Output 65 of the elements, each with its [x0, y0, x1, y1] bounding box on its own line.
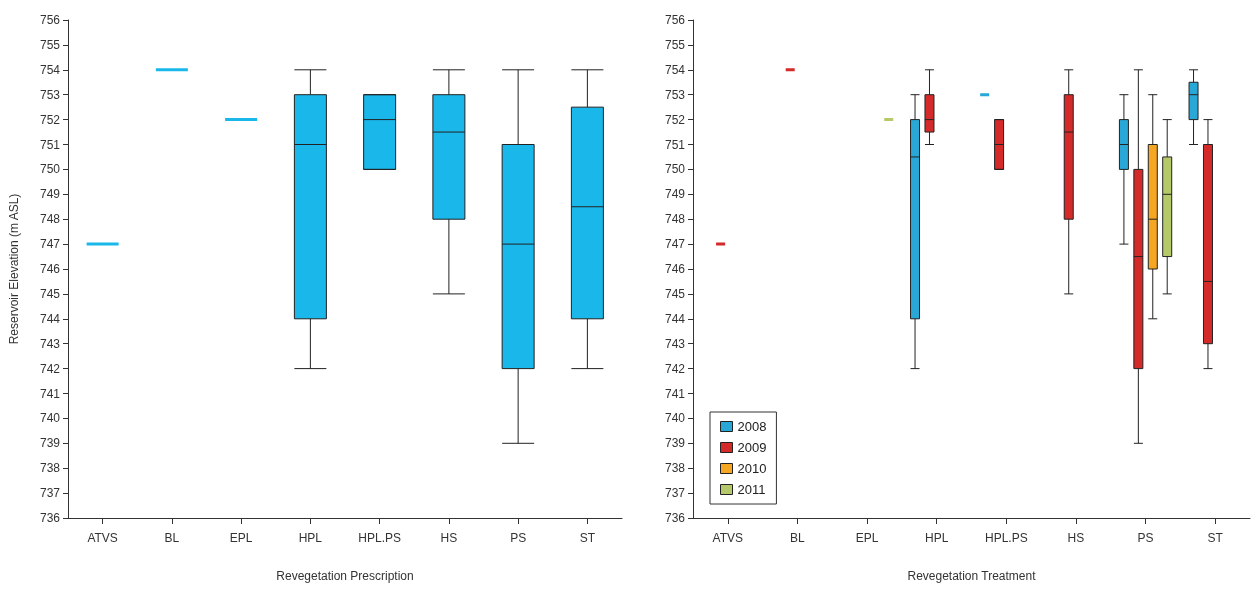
x-tick-label: ST	[1207, 531, 1224, 545]
y-tick-label: 752	[664, 112, 686, 127]
y-tick-label: 747	[39, 237, 61, 252]
y-tick-label: 753	[39, 87, 61, 102]
y-tick-label: 748	[664, 212, 686, 227]
y-tick-label: 738	[39, 461, 61, 476]
legend-label: 2008	[737, 419, 767, 434]
y-tick-label: 739	[39, 436, 61, 451]
y-tick-label: 747	[664, 237, 686, 252]
x-tick-label: ATVS	[712, 531, 744, 545]
x-tick-label: BL	[790, 531, 806, 545]
y-tick-label: 739	[664, 436, 686, 451]
y-tick-label: 737	[664, 486, 686, 501]
x-tick-label: HPL	[298, 531, 323, 545]
y-tick-label: 744	[664, 311, 686, 326]
x-tick-label: PS	[1137, 531, 1154, 545]
y-tick-label: 746	[664, 262, 686, 276]
y-tick-label: 737	[39, 486, 61, 501]
x-tick-label: PS	[510, 531, 527, 545]
y-tick-label: 740	[664, 411, 686, 426]
x-tick-label: HPL	[925, 531, 949, 545]
y-tick-label: 741	[39, 386, 61, 401]
y-tick-label: 743	[39, 336, 61, 351]
y-tick-label: 754	[664, 62, 686, 77]
x-tick-label: HPL.PS	[984, 531, 1028, 545]
y-tick-label: 750	[664, 162, 686, 177]
y-tick-label: 748	[39, 212, 61, 227]
y-tick-label: 746	[39, 262, 61, 276]
x-axis-title: Revegetation Prescription	[276, 569, 414, 583]
legend-label: 2010	[737, 461, 767, 476]
y-tick-label: 749	[664, 187, 686, 202]
legend-label: 2011	[737, 482, 766, 497]
y-tick-label: 745	[39, 286, 61, 301]
y-tick-label: 736	[664, 511, 686, 525]
x-tick-label: ST	[579, 531, 596, 545]
y-tick-label: 736	[39, 511, 61, 525]
y-tick-label: 755	[664, 37, 686, 52]
y-tick-label: 753	[664, 87, 686, 102]
y-tick-label: 750	[39, 162, 61, 177]
x-tick-label: BL	[164, 531, 180, 545]
x-tick-label: HS	[440, 531, 458, 545]
x-axis-title: Revegetation Treatment	[907, 569, 1037, 583]
y-tick-label: 744	[39, 311, 61, 326]
y-tick-label: 755	[39, 37, 61, 52]
y-tick-label: 754	[39, 62, 61, 77]
y-tick-label: 751	[664, 137, 686, 152]
y-tick-label: 745	[664, 286, 686, 301]
y-tick-label: 742	[39, 361, 61, 376]
x-tick-label: EPL	[229, 531, 253, 545]
legend-label: 2009	[737, 440, 767, 455]
x-tick-label: ATVS	[87, 531, 118, 545]
y-tick-label: 749	[39, 187, 61, 202]
y-tick-label: 743	[664, 336, 686, 351]
y-tick-label: 738	[664, 461, 686, 476]
y-tick-label: 742	[664, 361, 686, 376]
y-tick-label: 756	[664, 13, 686, 27]
y-tick-label: 740	[39, 411, 61, 426]
y-axis-title: Reservoir Elevation (m ASL)	[7, 193, 21, 345]
x-tick-label: EPL	[855, 531, 879, 545]
x-tick-label: HS	[1067, 531, 1085, 545]
y-tick-label: 756	[39, 13, 61, 27]
x-tick-label: HPL.PS	[358, 531, 401, 545]
y-tick-label: 751	[39, 137, 61, 152]
y-tick-label: 741	[664, 386, 686, 401]
y-tick-label: 752	[39, 112, 61, 127]
